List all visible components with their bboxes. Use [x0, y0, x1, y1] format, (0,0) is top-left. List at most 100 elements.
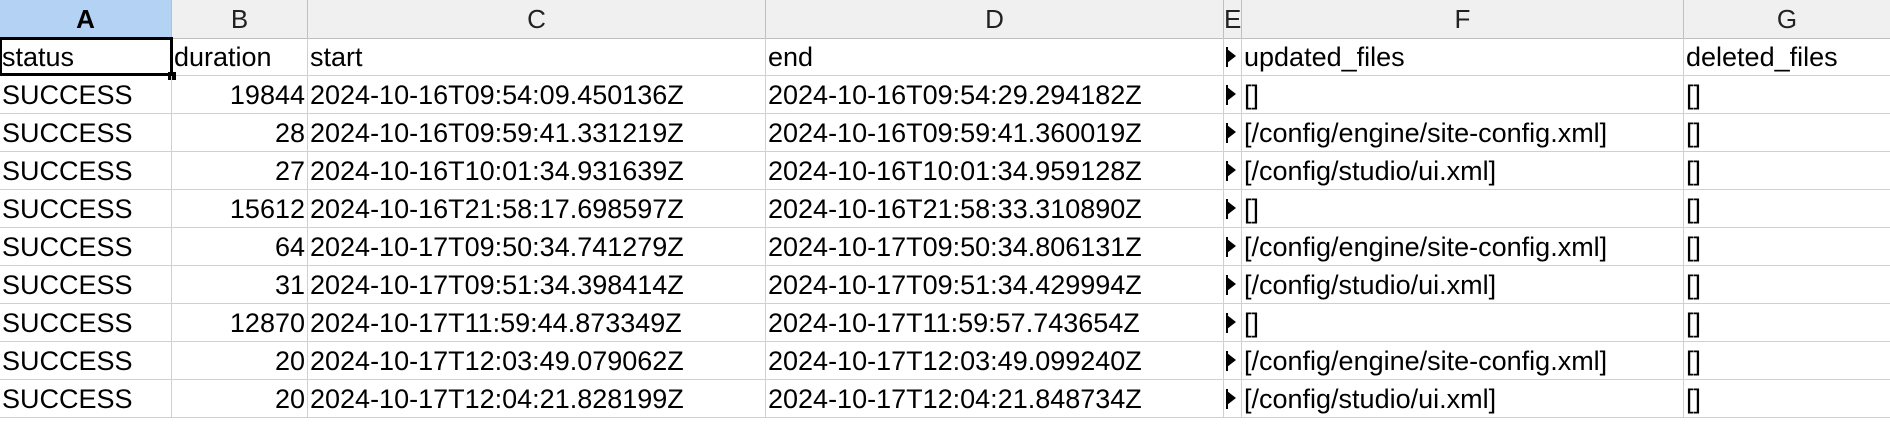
cell-e10[interactable]	[1224, 380, 1242, 417]
cell-e6[interactable]	[1224, 228, 1242, 265]
cell-d2[interactable]: 2024-10-16T09:54:29.294182Z	[766, 76, 1224, 113]
cell-g1[interactable]: deleted_files	[1686, 42, 1838, 72]
cell-g4[interactable]: []	[1686, 156, 1702, 186]
cell-d5[interactable]: 2024-10-16T21:58:33.310890Z	[766, 190, 1224, 227]
table-row: SUCCESS 31 2024-10-17T09:51:34.398414Z 2024…	[0, 266, 1890, 304]
cell-g3[interactable]: []	[1686, 118, 1702, 148]
cell-e2[interactable]	[1224, 76, 1242, 113]
cell-a3[interactable]: SUCCESS	[0, 114, 172, 151]
cell-g9[interactable]: []	[1686, 346, 1702, 376]
cell-c2[interactable]: 2024-10-16T09:54:09.450136Z	[308, 76, 766, 113]
cell-g8[interactable]: []	[1686, 308, 1702, 338]
column-header-c[interactable]: C	[308, 0, 766, 38]
overflow-flag-icon	[1227, 391, 1236, 405]
cell-e9[interactable]	[1224, 342, 1242, 379]
overflow-flag-icon	[1227, 239, 1236, 253]
table-row: SUCCESS 27 2024-10-16T10:01:34.931639Z 2024…	[0, 152, 1890, 190]
column-header-f[interactable]: F	[1242, 0, 1684, 38]
overflow-flag-icon	[1227, 49, 1236, 63]
cell-f1[interactable]: updated_files	[1242, 38, 1684, 75]
cell-d3[interactable]: 2024-10-16T09:59:41.360019Z	[766, 114, 1224, 151]
cell-g10[interactable]: []	[1686, 384, 1702, 414]
cell-a10[interactable]: SUCCESS	[0, 380, 172, 417]
cell-e5[interactable]	[1224, 190, 1242, 227]
cell-b10[interactable]: 20	[172, 380, 308, 417]
cell-d1[interactable]: end	[766, 38, 1224, 75]
cell-b4[interactable]: 27	[172, 152, 308, 189]
cell-b7[interactable]: 31	[172, 266, 308, 303]
cell-c3[interactable]: 2024-10-16T09:59:41.331219Z	[308, 114, 766, 151]
table-row: SUCCESS 20 2024-10-17T12:03:49.079062Z 2024…	[0, 342, 1890, 380]
overflow-flag-icon	[1227, 87, 1236, 101]
overflow-flag-icon	[1227, 163, 1236, 177]
table-row-header: status duration start end updated_files …	[0, 37, 1890, 76]
overflow-flag-icon	[1227, 277, 1236, 291]
overflow-flag-icon	[1227, 353, 1236, 367]
overflow-flag-icon	[1227, 201, 1236, 215]
cell-b1[interactable]: duration	[172, 38, 308, 75]
cell-f6[interactable]: [/config/engine/site-config.xml]	[1242, 228, 1684, 265]
cell-b9[interactable]: 20	[172, 342, 308, 379]
table-row: SUCCESS 12870 2024-10-17T11:59:44.873349Z 2…	[0, 304, 1890, 342]
cell-b8[interactable]: 12870	[172, 304, 308, 341]
cell-a2[interactable]: SUCCESS	[0, 76, 172, 113]
cell-a4[interactable]: SUCCESS	[0, 152, 172, 189]
cell-d10[interactable]: 2024-10-17T12:04:21.848734Z	[766, 380, 1224, 417]
cell-f4[interactable]: [/config/studio/ui.xml]	[1242, 152, 1684, 189]
overflow-flag-icon	[1227, 315, 1236, 329]
cell-d8[interactable]: 2024-10-17T11:59:57.743654Z	[766, 304, 1224, 341]
cell-a8[interactable]: SUCCESS	[0, 304, 172, 341]
column-header-g[interactable]: G	[1776, 4, 1798, 34]
cell-e4[interactable]	[1224, 152, 1242, 189]
cell-g7[interactable]: []	[1686, 270, 1702, 300]
cell-a7[interactable]: SUCCESS	[0, 266, 172, 303]
cell-f10[interactable]: [/config/studio/ui.xml]	[1242, 380, 1684, 417]
column-header-row: A B C D E F G	[0, 0, 1890, 39]
fill-handle[interactable]	[168, 72, 176, 80]
cell-b2[interactable]: 19844	[172, 76, 308, 113]
cell-a9[interactable]: SUCCESS	[0, 342, 172, 379]
cell-f9[interactable]: [/config/engine/site-config.xml]	[1242, 342, 1684, 379]
cell-d4[interactable]: 2024-10-16T10:01:34.959128Z	[766, 152, 1224, 189]
cell-g2[interactable]: []	[1686, 80, 1702, 110]
cell-e3[interactable]	[1224, 114, 1242, 151]
cell-b6[interactable]: 64	[172, 228, 308, 265]
cell-b3[interactable]: 28	[172, 114, 308, 151]
cell-a6[interactable]: SUCCESS	[0, 228, 172, 265]
cell-f3[interactable]: [/config/engine/site-config.xml]	[1242, 114, 1684, 151]
cell-c8[interactable]: 2024-10-17T11:59:44.873349Z	[308, 304, 766, 341]
cell-b5[interactable]: 15612	[172, 190, 308, 227]
cell-g5[interactable]: []	[1686, 194, 1702, 224]
cell-a5[interactable]: SUCCESS	[0, 190, 172, 227]
cell-f2[interactable]: []	[1242, 76, 1684, 113]
cell-c9[interactable]: 2024-10-17T12:03:49.079062Z	[308, 342, 766, 379]
cell-f8[interactable]: []	[1242, 304, 1684, 341]
cell-f7[interactable]: [/config/studio/ui.xml]	[1242, 266, 1684, 303]
column-header-e[interactable]: E	[1224, 0, 1242, 38]
overflow-flag-icon	[1227, 125, 1236, 139]
cell-f5[interactable]: []	[1242, 190, 1684, 227]
cell-d9[interactable]: 2024-10-17T12:03:49.099240Z	[766, 342, 1224, 379]
cell-d6[interactable]: 2024-10-17T09:50:34.806131Z	[766, 228, 1224, 265]
cell-c7[interactable]: 2024-10-17T09:51:34.398414Z	[308, 266, 766, 303]
cell-c6[interactable]: 2024-10-17T09:50:34.741279Z	[308, 228, 766, 265]
cell-c1[interactable]: start	[308, 38, 766, 75]
cell-g6[interactable]: []	[1686, 232, 1702, 262]
cell-c4[interactable]: 2024-10-16T10:01:34.931639Z	[308, 152, 766, 189]
cell-d7[interactable]: 2024-10-17T09:51:34.429994Z	[766, 266, 1224, 303]
table-row: SUCCESS 64 2024-10-17T09:50:34.741279Z 2024…	[0, 228, 1890, 266]
cell-c10[interactable]: 2024-10-17T12:04:21.828199Z	[308, 380, 766, 417]
cell-c5[interactable]: 2024-10-16T21:58:17.698597Z	[308, 190, 766, 227]
column-header-a[interactable]: A	[0, 0, 172, 38]
column-header-d[interactable]: D	[766, 0, 1224, 38]
table-row: SUCCESS 15612 2024-10-16T21:58:17.698597Z 2…	[0, 190, 1890, 228]
table-row: SUCCESS 19844 2024-10-16T09:54:09.450136Z 2…	[0, 76, 1890, 114]
cell-e7[interactable]	[1224, 266, 1242, 303]
cell-e1[interactable]	[1224, 38, 1242, 75]
cell-e8[interactable]	[1224, 304, 1242, 341]
table-row: SUCCESS 28 2024-10-16T09:59:41.331219Z 2024…	[0, 114, 1890, 152]
cell-a1[interactable]: status	[0, 37, 173, 76]
column-header-b[interactable]: B	[172, 0, 308, 38]
table-row: SUCCESS 20 2024-10-17T12:04:21.828199Z 2024…	[0, 380, 1890, 418]
